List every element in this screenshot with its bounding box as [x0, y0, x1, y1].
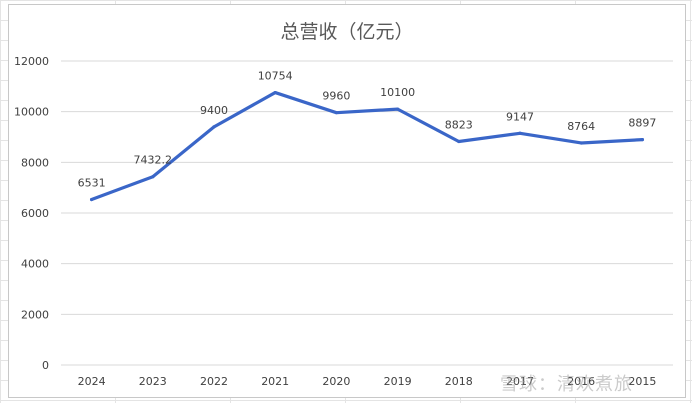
y-axis: 0 2000 4000 6000 8000 10000 12000 [14, 55, 49, 372]
x-tick-label: 2021 [261, 375, 289, 388]
data-label: 9400 [200, 104, 228, 117]
x-tick-label: 2017 [506, 375, 534, 388]
y-tick-label: 12000 [14, 55, 49, 68]
x-tick-label: 2018 [445, 375, 473, 388]
data-point [90, 197, 94, 202]
data-label: 8897 [628, 117, 656, 130]
data-labels: 6531 7432.2 9400 10754 9960 10100 8823 9147 8764… [78, 70, 657, 190]
data-label: 7432.2 [134, 154, 173, 167]
data-label: 8823 [445, 118, 473, 131]
x-tick-label: 2019 [384, 375, 412, 388]
data-label: 10100 [380, 86, 415, 99]
y-tick-label: 0 [42, 359, 49, 372]
x-tick-label: 2024 [78, 375, 106, 388]
data-point [518, 131, 522, 135]
series-line [89, 90, 645, 202]
y-tick-label: 10000 [14, 106, 49, 119]
series-line-path [89, 90, 645, 202]
watermark: 雪球：清欢煮旅 [500, 374, 633, 395]
y-tick-label: 4000 [21, 258, 49, 271]
data-point [579, 141, 583, 145]
data-point [273, 90, 277, 95]
data-point [640, 138, 645, 142]
data-point [151, 175, 155, 179]
data-label: 9147 [506, 110, 534, 123]
chart-area[interactable]: 总营收（亿元） 0 2000 4000 6000 8000 10000 12000 2024… [8, 4, 686, 398]
data-point [212, 125, 216, 129]
data-point [457, 139, 461, 144]
y-tick-label: 8000 [21, 156, 49, 169]
x-tick-label: 2020 [322, 375, 350, 388]
data-label: 6531 [78, 177, 106, 190]
data-point [334, 111, 338, 115]
chart-title: 总营收（亿元） [280, 21, 413, 43]
y-gridlines [61, 60, 673, 366]
y-tick-label: 2000 [21, 308, 49, 321]
line-chart: 总营收（亿元） 0 2000 4000 6000 8000 10000 12000 2024… [14, 21, 673, 388]
x-tick-label: 2015 [628, 375, 656, 388]
x-tick-label: 2016 [567, 375, 595, 388]
data-label: 10754 [258, 70, 293, 83]
data-point [396, 107, 400, 111]
x-tick-label: 2022 [200, 375, 228, 388]
data-label: 8764 [567, 120, 595, 133]
x-tick-label: 2023 [139, 375, 167, 388]
x-axis: 2024 2023 2022 2021 2020 2019 2018 2017 2016 2015 [78, 375, 657, 388]
data-label: 9960 [322, 90, 350, 103]
y-tick-label: 6000 [21, 207, 49, 220]
